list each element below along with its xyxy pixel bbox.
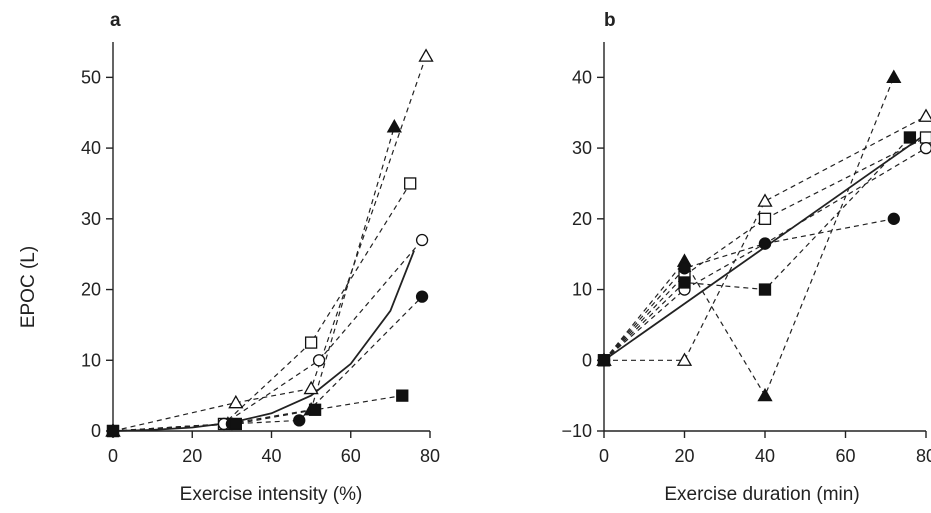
panel-a-point-triangle-open xyxy=(303,380,319,395)
panel-a-point-square-filled xyxy=(229,417,242,431)
panel-a-y-tick-label: 50 xyxy=(81,67,101,87)
panel-b-y-tick-label: 40 xyxy=(572,67,592,87)
panel-a-x-tick-label: 40 xyxy=(261,446,281,466)
panel-a-y-axis-title: EPOC (L) xyxy=(18,246,39,328)
panel-a-point-triangle-open xyxy=(228,394,244,409)
panel-a-point-square-filled xyxy=(396,389,409,402)
panel-b-y-tick-label: −10 xyxy=(561,421,592,441)
panel-a-x-tick-label: 60 xyxy=(341,446,361,466)
panel-b-x-axis-title: Exercise duration (min) xyxy=(664,484,859,505)
panel-a-y-tick-label: 40 xyxy=(81,138,101,158)
panel-b-x-tick-label: 40 xyxy=(755,446,775,466)
panel-b-x-tick-label: 20 xyxy=(674,446,694,466)
panel-b-series-line-triangle-open xyxy=(604,115,927,361)
panel-b-series-line-triangle-filled xyxy=(603,77,895,397)
panel-a-point-square-filled xyxy=(106,424,120,438)
panel-a-point-circle-filled xyxy=(293,414,306,427)
panel-b-point-square-open xyxy=(919,131,931,144)
panel-a-point-circle-filled xyxy=(415,290,429,303)
panel-b-point-square-filled xyxy=(758,283,772,296)
panel-a-y-tick-label: 0 xyxy=(91,421,101,441)
panel-b-point-square-filled xyxy=(678,276,691,289)
panel-a-point-circle-open xyxy=(415,233,429,247)
panel-b-point-triangle-filled xyxy=(886,69,902,84)
panel-a-point-triangle-filled xyxy=(386,119,402,133)
panel-b-point-triangle-filled xyxy=(757,387,773,402)
panel-a-point-square-filled xyxy=(308,403,322,416)
panel-a-point-square-open xyxy=(304,336,318,349)
panel-a-series-line-circle-open xyxy=(112,239,423,432)
panel-b-point-square-filled xyxy=(903,131,917,144)
panel-b-series-line-square-open xyxy=(603,136,927,361)
panel-a-point-square-open xyxy=(404,177,417,190)
panel-b-x-tick-label: 60 xyxy=(835,446,855,466)
panel-a-label: a xyxy=(110,10,121,31)
panel-b-point-circle-open xyxy=(919,141,931,155)
panel-a-y-tick-label: 20 xyxy=(81,280,101,300)
panel-b-point-square-filled xyxy=(597,354,611,367)
panel-b-y-tick-label: 20 xyxy=(572,209,592,229)
panel-b-label: b xyxy=(604,10,616,31)
panel-b-x-tick-label: 0 xyxy=(599,446,609,466)
panel-a-point-circle-open xyxy=(312,354,326,367)
panel-b-point-circle-filled xyxy=(887,212,900,225)
panel-b-point-circle-filled xyxy=(678,262,691,275)
panel-b-series-line-square-filled xyxy=(603,137,911,361)
panel-b-series-line-circle-open xyxy=(603,147,927,361)
panel-a-y-tick-label: 10 xyxy=(81,350,101,370)
panel-b-point-triangle-open xyxy=(757,193,773,207)
panel-a-series-line-circle-filled xyxy=(112,296,423,432)
panel-a-y-tick-label: 30 xyxy=(81,209,101,229)
panel-a-series-line-triangle-open xyxy=(112,55,427,432)
panel-a-point-triangle-open xyxy=(418,48,434,62)
panel-a-x-tick-label: 20 xyxy=(182,446,202,466)
panel-b-y-tick-label: 10 xyxy=(572,280,592,300)
panel-a-x-tick-label: 80 xyxy=(420,446,440,466)
panel-b-point-triangle-open xyxy=(676,352,693,366)
panel-a-intensity: a Exercise intensity (%) EPOC (L) 0 10 20 3… xyxy=(18,10,440,505)
panel-a-series-line-square-open xyxy=(112,183,411,432)
panel-a-series-line-square-filled xyxy=(112,395,403,432)
panel-b-point-square-open xyxy=(758,212,772,225)
panel-a-series-line-triangle-filled xyxy=(112,126,395,432)
panel-b-y-tick-label: 30 xyxy=(572,138,592,158)
panel-b-point-circle-filled xyxy=(758,237,772,250)
panel-a-x-axis-title: Exercise intensity (%) xyxy=(180,484,363,505)
panel-b-y-tick-label: 0 xyxy=(582,350,592,370)
panel-b-x-tick-label: 80 xyxy=(916,446,931,466)
panel-b-point-triangle-open xyxy=(918,108,931,122)
panel-b-duration: b Exercise duration (min) −10 0 10 20 30 40 0 2… xyxy=(561,10,931,505)
panel-a-x-tick-label: 0 xyxy=(108,446,118,466)
panel-a-fit-line xyxy=(112,250,415,432)
panel-b-series-line-circle-filled xyxy=(603,218,894,361)
